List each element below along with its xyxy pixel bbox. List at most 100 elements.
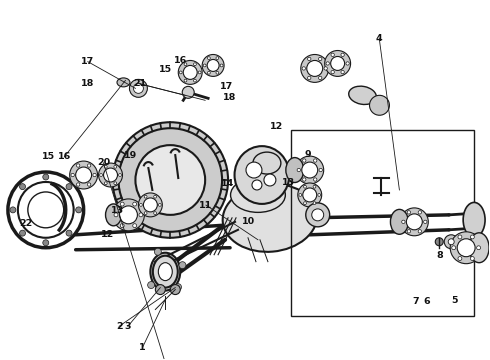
Circle shape bbox=[184, 63, 187, 66]
Text: 5: 5 bbox=[452, 296, 458, 305]
Circle shape bbox=[139, 213, 143, 217]
Text: 13: 13 bbox=[111, 206, 123, 215]
Ellipse shape bbox=[391, 210, 408, 234]
Circle shape bbox=[120, 202, 124, 206]
Circle shape bbox=[452, 246, 456, 250]
Circle shape bbox=[75, 167, 92, 183]
Circle shape bbox=[144, 195, 147, 198]
Circle shape bbox=[298, 183, 322, 207]
Circle shape bbox=[301, 54, 329, 82]
Circle shape bbox=[99, 174, 102, 176]
Circle shape bbox=[303, 188, 317, 202]
Circle shape bbox=[135, 145, 205, 215]
Circle shape bbox=[470, 257, 474, 261]
Circle shape bbox=[76, 183, 80, 186]
Text: 19: 19 bbox=[123, 152, 137, 161]
Circle shape bbox=[303, 159, 306, 162]
Ellipse shape bbox=[153, 256, 178, 288]
Circle shape bbox=[314, 178, 317, 181]
Circle shape bbox=[400, 208, 428, 236]
Circle shape bbox=[43, 240, 49, 246]
Ellipse shape bbox=[286, 158, 304, 183]
Circle shape bbox=[264, 174, 276, 186]
Circle shape bbox=[207, 59, 219, 71]
Circle shape bbox=[313, 185, 316, 188]
Ellipse shape bbox=[105, 204, 122, 226]
Circle shape bbox=[87, 183, 91, 186]
Circle shape bbox=[314, 159, 317, 162]
Circle shape bbox=[182, 86, 194, 98]
Circle shape bbox=[418, 211, 421, 214]
Ellipse shape bbox=[235, 146, 289, 204]
Circle shape bbox=[144, 212, 147, 215]
Circle shape bbox=[318, 57, 322, 60]
Circle shape bbox=[66, 230, 72, 236]
Circle shape bbox=[450, 232, 482, 264]
Circle shape bbox=[129, 80, 147, 97]
Text: 14: 14 bbox=[221, 179, 235, 188]
Circle shape bbox=[178, 60, 202, 84]
Circle shape bbox=[75, 207, 82, 213]
Circle shape bbox=[194, 63, 196, 66]
Text: 15: 15 bbox=[42, 152, 55, 161]
Circle shape bbox=[120, 224, 124, 228]
Circle shape bbox=[307, 60, 323, 76]
Circle shape bbox=[246, 162, 262, 178]
Circle shape bbox=[207, 57, 210, 59]
Circle shape bbox=[407, 230, 411, 233]
Circle shape bbox=[312, 209, 324, 221]
Text: 16: 16 bbox=[174, 57, 187, 66]
Text: 2: 2 bbox=[116, 322, 122, 331]
Circle shape bbox=[119, 128, 222, 232]
Ellipse shape bbox=[463, 202, 485, 237]
Circle shape bbox=[144, 198, 157, 212]
Circle shape bbox=[202, 54, 224, 76]
Circle shape bbox=[203, 64, 206, 67]
Circle shape bbox=[114, 182, 117, 185]
Text: 7: 7 bbox=[413, 297, 419, 306]
Text: 13: 13 bbox=[282, 178, 295, 187]
Text: 12: 12 bbox=[270, 122, 283, 131]
Text: 10: 10 bbox=[242, 217, 255, 226]
Circle shape bbox=[179, 262, 186, 269]
Circle shape bbox=[324, 67, 327, 70]
Circle shape bbox=[103, 168, 118, 182]
Circle shape bbox=[304, 202, 306, 204]
Circle shape bbox=[477, 246, 481, 250]
Circle shape bbox=[302, 67, 305, 70]
Ellipse shape bbox=[222, 184, 317, 252]
Circle shape bbox=[114, 213, 118, 217]
Circle shape bbox=[87, 164, 91, 167]
Circle shape bbox=[325, 50, 350, 76]
Text: 17: 17 bbox=[81, 57, 95, 66]
Circle shape bbox=[198, 71, 201, 74]
Circle shape bbox=[184, 79, 187, 82]
Circle shape bbox=[318, 76, 322, 80]
Ellipse shape bbox=[349, 86, 376, 104]
Circle shape bbox=[179, 71, 182, 74]
Circle shape bbox=[308, 57, 311, 60]
Circle shape bbox=[154, 212, 156, 215]
Circle shape bbox=[154, 195, 156, 198]
Circle shape bbox=[10, 207, 16, 213]
Circle shape bbox=[444, 235, 458, 249]
Circle shape bbox=[313, 202, 316, 204]
Text: 18: 18 bbox=[81, 80, 95, 89]
Circle shape bbox=[418, 230, 421, 233]
Circle shape bbox=[113, 199, 145, 231]
Circle shape bbox=[306, 203, 330, 227]
Ellipse shape bbox=[253, 152, 281, 174]
Circle shape bbox=[20, 230, 25, 236]
Circle shape bbox=[147, 282, 155, 289]
Ellipse shape bbox=[158, 263, 172, 280]
Circle shape bbox=[183, 66, 197, 80]
Circle shape bbox=[326, 62, 329, 65]
Circle shape bbox=[297, 168, 300, 172]
Circle shape bbox=[119, 174, 122, 176]
Circle shape bbox=[133, 224, 137, 228]
Circle shape bbox=[216, 57, 219, 59]
Circle shape bbox=[435, 238, 443, 246]
Circle shape bbox=[331, 53, 334, 57]
Circle shape bbox=[331, 71, 334, 74]
Text: 21: 21 bbox=[133, 80, 147, 89]
